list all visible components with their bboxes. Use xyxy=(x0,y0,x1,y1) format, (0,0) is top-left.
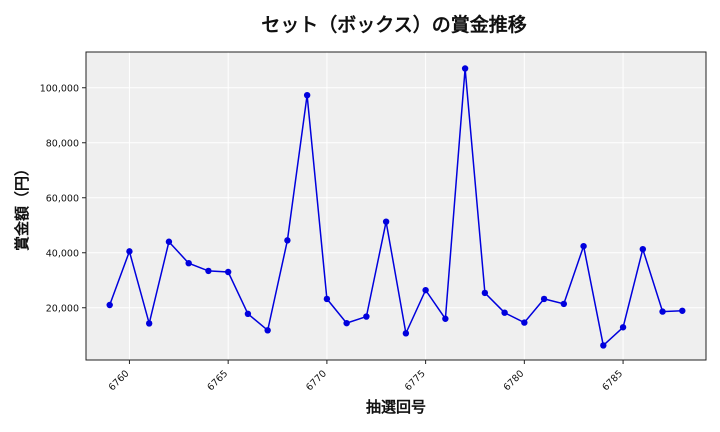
x-tick-label: 6770 xyxy=(304,368,329,393)
x-axis-label: 抽選回号 xyxy=(366,398,426,416)
data-point xyxy=(284,237,291,244)
data-point xyxy=(264,327,271,334)
data-point xyxy=(422,286,429,294)
data-point xyxy=(402,330,410,337)
data-point xyxy=(501,309,508,316)
data-point xyxy=(106,301,113,309)
data-point xyxy=(461,65,469,72)
data-point xyxy=(126,248,133,255)
data-point xyxy=(639,245,647,253)
x-tick-label: 6760 xyxy=(107,368,132,393)
x-tick-label: 6785 xyxy=(600,368,625,393)
data-point xyxy=(580,242,587,250)
y-axis-label: 賞金額（円） xyxy=(13,161,31,251)
data-point xyxy=(382,218,390,225)
x-tick-label: 6765 xyxy=(205,368,230,393)
y-tick-label: 40,000 xyxy=(46,248,79,259)
data-point xyxy=(481,289,489,297)
y-tick-label: 20,000 xyxy=(46,303,79,314)
series-line xyxy=(108,68,683,347)
data-point xyxy=(442,315,449,322)
data-point xyxy=(244,310,252,317)
data-point xyxy=(303,91,311,99)
y-axis: 20,000 40,000 60,000 80,000 100,000 xyxy=(40,83,86,314)
data-point xyxy=(145,320,153,327)
chart-title: セット（ボックス）の賞金推移 xyxy=(261,13,526,36)
x-tick-label: 6775 xyxy=(403,368,428,393)
data-point xyxy=(540,295,548,303)
data-point xyxy=(323,295,331,303)
data-point xyxy=(363,313,370,320)
y-tick-label: 80,000 xyxy=(46,138,79,149)
x-tick-label: 6780 xyxy=(502,368,527,393)
data-point xyxy=(560,300,568,308)
plot-frame xyxy=(85,51,707,361)
data-point xyxy=(224,268,232,276)
x-axis: 6760 6765 6770 6775 6780 6785 xyxy=(107,360,625,393)
data-point xyxy=(659,308,666,315)
data-point xyxy=(185,260,192,267)
data-point xyxy=(600,342,607,349)
data-point xyxy=(205,267,212,275)
series-group xyxy=(106,65,686,349)
data-point xyxy=(165,238,173,245)
data-point xyxy=(619,324,627,331)
y-tick-label: 60,000 xyxy=(46,193,79,204)
data-point xyxy=(679,307,686,314)
data-point xyxy=(343,319,350,327)
plot-area xyxy=(86,52,706,360)
y-tick-label: 100,000 xyxy=(40,83,79,94)
data-point xyxy=(521,319,528,326)
grid xyxy=(86,52,706,360)
